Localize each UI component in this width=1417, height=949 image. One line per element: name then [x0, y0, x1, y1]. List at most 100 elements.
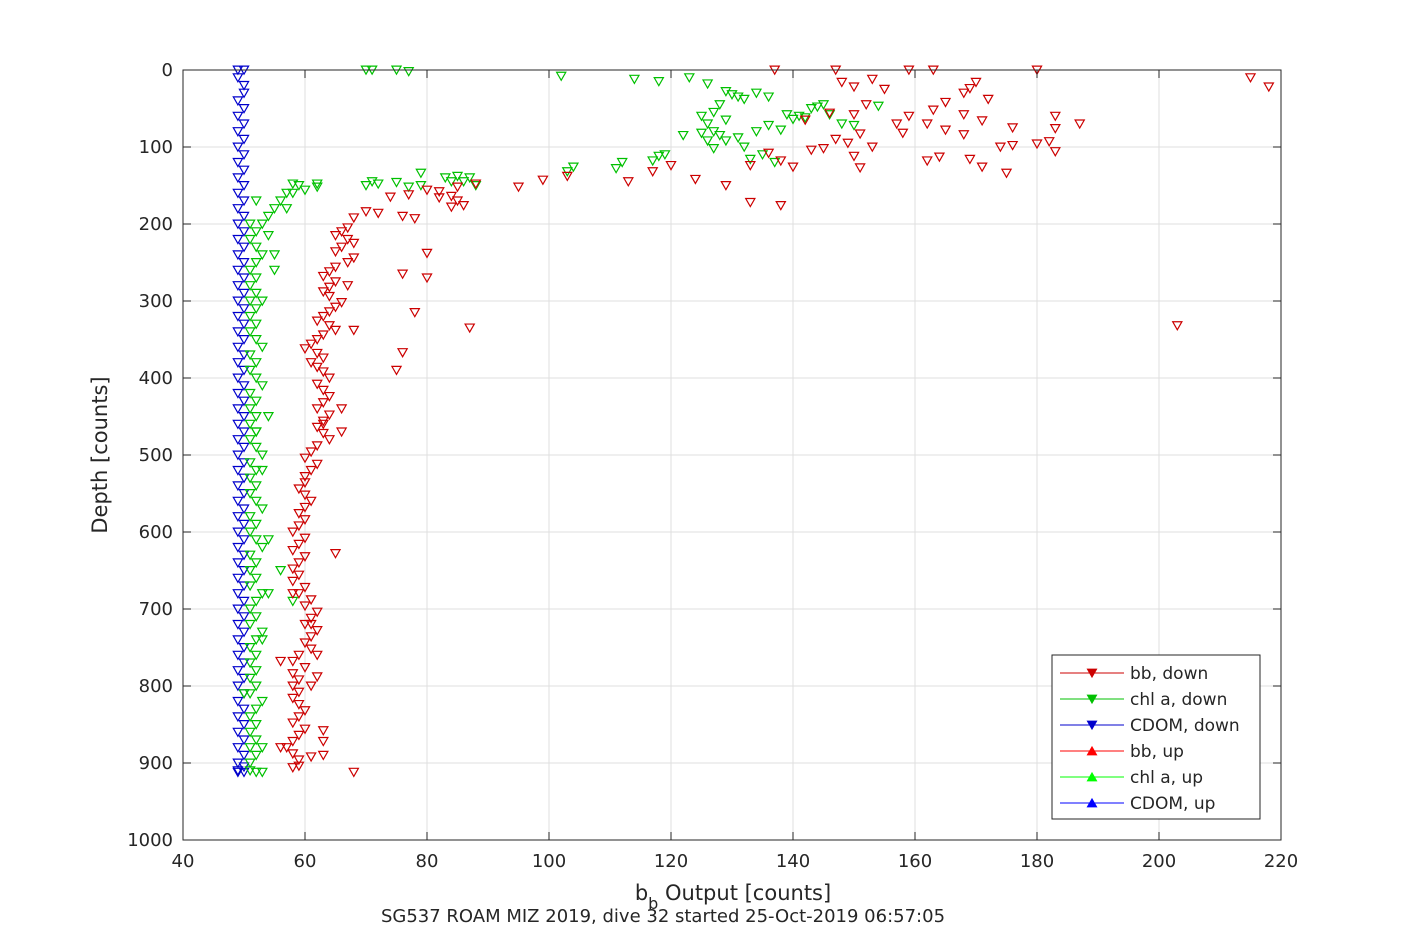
data-point: [244, 350, 256, 361]
data-point: [762, 120, 775, 131]
data-point: [299, 453, 311, 464]
data-point: [250, 704, 262, 715]
data-point: [390, 365, 403, 376]
y-tick-label: 700: [139, 599, 173, 620]
data-point: [238, 535, 250, 546]
data-point: [262, 211, 275, 222]
data-point: [1049, 124, 1061, 134]
data-point: [323, 373, 336, 384]
data-point: [287, 693, 299, 704]
data-point: [305, 644, 317, 655]
data-point: [329, 549, 342, 559]
data-point: [342, 257, 354, 268]
data-point: [842, 138, 854, 149]
data-point: [299, 552, 311, 562]
data-point: [311, 182, 323, 193]
data-point: [293, 570, 305, 581]
data-point: [256, 635, 268, 646]
data-point: [403, 67, 415, 77]
data-point: [823, 110, 836, 121]
data-point: [238, 581, 250, 592]
data-point: [293, 484, 305, 495]
data-point: [799, 115, 811, 126]
data-point: [232, 188, 244, 199]
legend-item: chl a, up: [1060, 768, 1203, 788]
data-point: [720, 136, 732, 147]
data-point: [238, 319, 250, 330]
data-point: [403, 182, 415, 193]
data-point: [232, 542, 244, 553]
data-point: [384, 192, 397, 203]
data-point: [293, 675, 305, 686]
data-point: [311, 459, 323, 470]
data-point: [232, 696, 244, 707]
y-axis-label: Depth [counts]: [88, 376, 112, 533]
data-point: [232, 666, 244, 676]
data-point: [250, 373, 262, 384]
data-point: [665, 160, 677, 171]
data-point: [250, 535, 262, 546]
data-point: [878, 84, 891, 95]
data-point: [287, 179, 299, 190]
data-point: [311, 422, 323, 433]
data-point: [1006, 123, 1019, 134]
data-point: [250, 481, 262, 492]
data-point: [701, 119, 714, 130]
data-point: [232, 712, 244, 723]
data-point: [335, 427, 348, 438]
x-tick-labels: 40 60 80 100 120 140 160 180 200 220: [172, 851, 1299, 872]
data-point: [238, 689, 250, 700]
data-point: [238, 565, 250, 576]
data-point: [299, 185, 311, 196]
data-point: [317, 750, 329, 761]
data-point: [232, 558, 244, 569]
data-point: [299, 502, 311, 513]
data-point: [762, 92, 775, 103]
data-point: [299, 638, 311, 649]
data-point: [256, 450, 268, 461]
data-point: [317, 419, 329, 430]
x-tick-label: 80: [416, 851, 439, 872]
data-point: [256, 381, 268, 392]
data-point: [232, 73, 244, 84]
data-point: [390, 177, 403, 188]
data-point: [232, 727, 244, 738]
x-tick-label: 100: [532, 851, 566, 872]
data-point: [244, 281, 256, 291]
data-point: [250, 334, 262, 345]
data-point: [860, 100, 872, 110]
data-point: [769, 157, 781, 168]
data-point: [287, 749, 299, 760]
data-point: [238, 119, 250, 130]
data-point: [299, 515, 311, 526]
data-point: [433, 193, 445, 204]
data-point: [445, 177, 458, 187]
data-point: [958, 88, 970, 99]
y-tick-label: 200: [139, 214, 173, 235]
series-1: [238, 65, 885, 778]
data-point: [293, 558, 305, 569]
data-point: [244, 512, 256, 522]
data-point: [457, 201, 470, 211]
data-point: [238, 627, 250, 638]
data-point: [317, 385, 329, 396]
data-point: [250, 288, 262, 299]
data-point: [244, 743, 256, 753]
data-point: [244, 458, 256, 469]
y-tick-label: 900: [139, 753, 173, 774]
data-point: [653, 77, 665, 87]
data-point: [250, 227, 262, 238]
data-point: [238, 165, 250, 176]
data-point: [848, 151, 860, 162]
data-point: [653, 151, 665, 162]
data-point: [287, 763, 299, 773]
data-point: [348, 767, 360, 778]
data-point: [232, 435, 244, 445]
data-point: [329, 325, 342, 336]
x-tick-label: 220: [1264, 851, 1298, 872]
data-point: [744, 160, 756, 171]
data-point: [232, 265, 244, 276]
data-point: [738, 142, 750, 153]
data-point: [311, 179, 323, 190]
data-point: [1031, 139, 1043, 150]
